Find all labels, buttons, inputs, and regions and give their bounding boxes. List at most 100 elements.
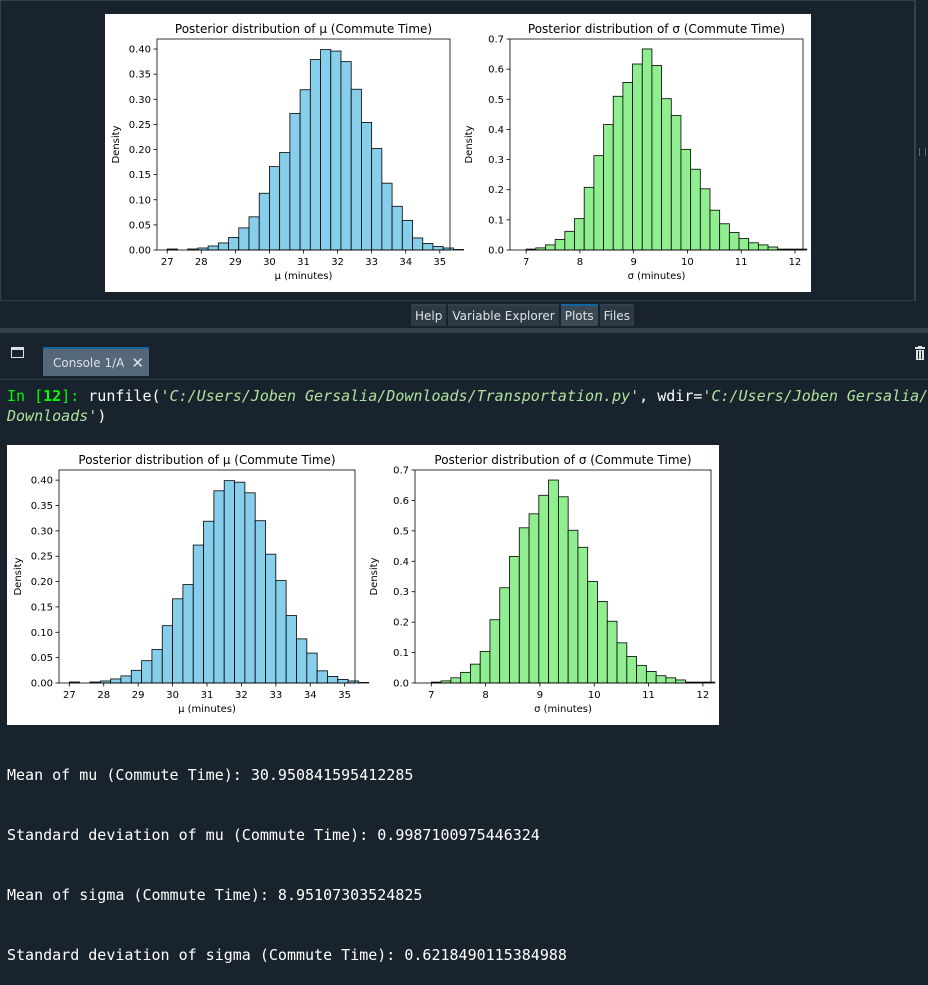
histogram-bar	[299, 89, 311, 251]
output-line-sd-mu: Standard deviation of mu (Commute Time):…	[7, 826, 540, 844]
histogram-bar	[337, 679, 349, 684]
console-input-line-wrap: Downloads')	[7, 406, 106, 426]
histogram-bar	[371, 148, 383, 251]
y-tick-label: 0.0	[488, 246, 504, 257]
histogram-bar	[285, 615, 297, 684]
axes-frame	[414, 469, 712, 684]
histogram-bar	[641, 48, 653, 251]
histogram-bar	[172, 598, 184, 684]
histogram-bar	[223, 480, 235, 684]
x-tick-label: 30	[263, 257, 276, 268]
console-tab[interactable]: Console 1/A ✕	[43, 347, 149, 376]
histogram-bar	[675, 679, 686, 684]
histogram-bar	[564, 230, 575, 251]
x-tick-label: 8	[482, 690, 488, 701]
chart-mu: 27 28 29 30 31 32 33 34 35 0.00 0.05 0.10 0.15 0.20 0.…	[111, 22, 465, 282]
y-tick-label: 0.35	[129, 70, 151, 81]
figure-svg: 27 28 29 30 31 32 33 34 35 0.00 0.05 0.10 0.15 0.20 0.…	[13, 453, 716, 715]
prompt-close: ]:	[61, 387, 89, 405]
command-sep: , wdir=	[639, 387, 703, 405]
y-tick-label: 0.7	[393, 466, 409, 477]
histogram-bar	[651, 65, 663, 251]
y-tick-label: 0.25	[129, 120, 151, 131]
x-tick-label: 34	[304, 690, 317, 701]
y-tick-label: 0.05	[31, 653, 53, 664]
histogram-bar	[665, 677, 677, 684]
x-axis-label: μ (minutes)	[275, 271, 333, 282]
x-tick-label: 31	[201, 690, 214, 701]
plots-pane: 27 28 29 30 31 32 33 34 35 0.00 0.05 0.10 0.15 0.20 0.…	[0, 0, 915, 301]
y-tick-label: 0.00	[129, 246, 151, 257]
console-header	[0, 333, 928, 379]
tab-variable-explorer[interactable]: Variable Explorer	[448, 304, 559, 326]
pane-splitter[interactable]	[0, 328, 928, 333]
histogram-bar	[767, 246, 779, 251]
histogram-bar	[728, 232, 740, 251]
x-axis-label: σ (minutes)	[534, 704, 592, 715]
y-tick-label: 0.6	[393, 496, 409, 507]
histogram-bar	[120, 675, 132, 684]
histogram-bar	[612, 95, 624, 251]
histogram-bar	[577, 546, 589, 684]
histogram-bar	[110, 678, 122, 684]
y-tick-label: 0.00	[31, 679, 53, 690]
histogram-bar	[593, 155, 604, 251]
histogram-bar	[275, 580, 287, 684]
plot-figure-top[interactable]: 27 28 29 30 31 32 33 34 35 0.00 0.05 0.10 0.15 0.20 0.…	[105, 14, 811, 292]
tab-plots[interactable]: Plots	[560, 304, 598, 326]
tab-files[interactable]: Files	[599, 304, 634, 326]
y-tick-label: 0.05	[129, 220, 151, 231]
histogram-bar	[254, 520, 266, 684]
histogram-bar	[597, 601, 608, 684]
histogram-bar	[489, 619, 501, 684]
pane-scrollbar[interactable]	[915, 0, 928, 301]
scroll-grip-icon[interactable]	[919, 148, 926, 156]
chart-sigma: 7 8 9 10 11 12 0.0 0.1 0.2 0.3 0.4 0.5 0.6 0.7 Posteri…	[464, 22, 808, 282]
x-tick-label: 9	[630, 257, 636, 268]
histogram-bar	[567, 529, 579, 684]
tab-help[interactable]: Help	[411, 304, 447, 326]
x-tick-label: 8	[577, 257, 583, 268]
y-tick-label: 0.2	[488, 185, 504, 196]
histogram-bar	[719, 223, 730, 251]
y-tick-label: 0.6	[488, 65, 504, 76]
y-tick-label: 0.7	[488, 35, 504, 46]
y-tick-label: 0.30	[129, 95, 151, 106]
histogram-bar	[381, 182, 393, 251]
x-tick-label: 27	[63, 690, 76, 701]
x-tick-label: 29	[132, 690, 145, 701]
histogram-bar	[538, 494, 550, 684]
axes-frame	[509, 38, 804, 251]
histogram-bar	[412, 237, 424, 251]
y-tick-label: 0.3	[393, 587, 409, 598]
output-line-sd-sigma: Standard deviation of sigma (Commute Tim…	[7, 946, 567, 964]
histogram-bar	[130, 669, 143, 684]
y-tick-label: 0.15	[31, 602, 53, 613]
y-tick-label: 0.1	[393, 648, 409, 659]
x-tick-label: 7	[428, 690, 434, 701]
close-icon[interactable]: ✕	[131, 353, 144, 372]
histogram-bar	[350, 88, 362, 251]
histogram-bar	[636, 664, 647, 684]
trash-icon[interactable]	[914, 346, 926, 360]
histogram-bar	[655, 675, 667, 684]
histogram-bar	[509, 556, 520, 684]
x-tick-label: 11	[735, 257, 748, 268]
chart-mu: 27 28 29 30 31 32 33 34 35 0.00 0.05 0.10 0.15 0.20 0.…	[13, 453, 370, 715]
pane-options-icon[interactable]	[11, 347, 24, 358]
x-tick-label: 32	[235, 690, 248, 701]
x-tick-label: 34	[399, 257, 412, 268]
histogram-bar	[616, 642, 628, 684]
histogram-bar	[680, 148, 692, 251]
x-tick-label: 32	[331, 257, 344, 268]
histogram-bar	[182, 584, 194, 684]
y-tick-label: 0.35	[31, 501, 53, 512]
y-axis-label: Density	[369, 557, 380, 595]
histogram-bar	[340, 61, 352, 251]
histogram-bar	[309, 59, 321, 251]
x-tick-label: 27	[161, 257, 174, 268]
histogram-bar	[757, 244, 769, 251]
histogram-bar	[316, 670, 328, 684]
x-tick-label: 33	[365, 257, 378, 268]
histogram-bar	[217, 242, 229, 251]
